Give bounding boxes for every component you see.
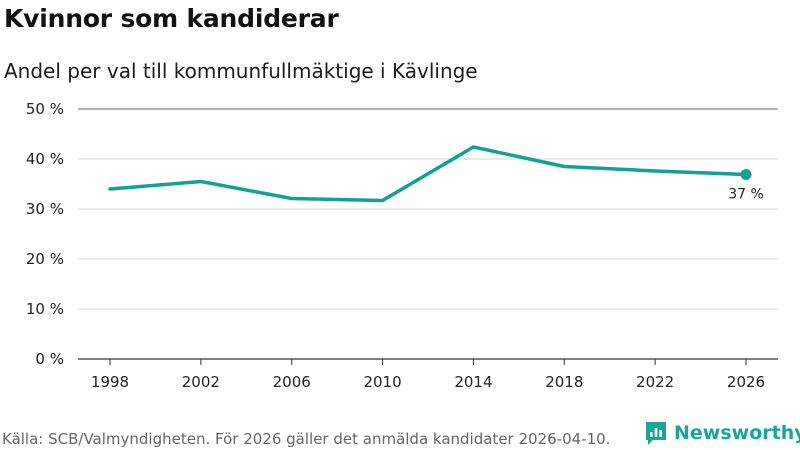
x-tick-label: 2022 xyxy=(636,373,674,391)
brand-logo: Newsworthy xyxy=(644,420,800,446)
end-value-label: 37 % xyxy=(728,187,764,203)
end-point-marker xyxy=(740,169,752,180)
y-tick-label: 30 % xyxy=(26,200,64,218)
x-tick-label: 2010 xyxy=(363,373,401,391)
x-tick-label: 2014 xyxy=(454,373,492,391)
y-tick-label: 0 % xyxy=(35,350,64,368)
brand-name: Newsworthy xyxy=(674,422,800,444)
chart-subtitle: Andel per val till kommunfullmäktige i K… xyxy=(4,59,478,83)
y-tick-label: 10 % xyxy=(26,300,64,318)
x-tick-label: 2002 xyxy=(182,373,220,391)
x-tick-label: 1998 xyxy=(91,373,129,391)
newsworthy-logo-icon xyxy=(646,422,666,445)
x-tick-label: 2006 xyxy=(273,373,311,391)
x-tick-label: 2018 xyxy=(545,373,583,391)
source-note: Källa: SCB/Valmyndigheten. För 2026 gäll… xyxy=(2,430,611,448)
chart-title: Kvinnor som kandiderar xyxy=(4,4,339,33)
y-tick-label: 40 % xyxy=(26,150,64,168)
x-tick-label: 2026 xyxy=(727,373,765,391)
y-tick-label: 20 % xyxy=(26,250,64,268)
series-line xyxy=(108,145,748,203)
y-tick-label: 50 % xyxy=(26,100,64,118)
line-chart: 0 % 10 % 20 % 30 % 40 % 50 % 1998 2002 2006 2010 2… xyxy=(26,100,778,391)
